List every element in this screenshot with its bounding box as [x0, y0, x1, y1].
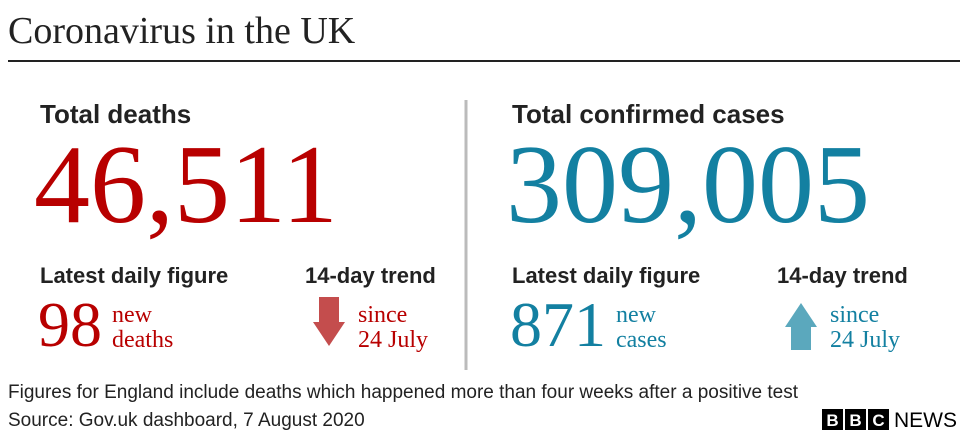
trend-label: 14-day trend: [777, 263, 908, 288]
bbc-logo: B B C NEWS: [822, 409, 957, 432]
logo-word: NEWS: [894, 409, 957, 432]
trend-text: 24 July: [830, 327, 900, 353]
daily-unit: cases: [616, 327, 667, 353]
trend-arrow: [785, 303, 817, 350]
panel-label: Total confirmed cases: [512, 99, 785, 129]
daily-unit: deaths: [112, 327, 173, 353]
trend-text: 24 July: [358, 327, 428, 353]
logo-box: [822, 409, 843, 430]
daily-unit: new: [112, 302, 153, 328]
trend-text: since: [358, 302, 407, 328]
panel-label: Total deaths: [40, 99, 191, 129]
footnote: Figures for England include deaths which…: [8, 382, 799, 403]
trend-arrow: [313, 297, 345, 346]
trend-label: 14-day trend: [305, 263, 436, 288]
daily-label: Latest daily figure: [512, 263, 700, 288]
logo-letter: B: [849, 411, 861, 430]
title: Coronavirus in the UK: [8, 10, 356, 52]
daily-label: Latest daily figure: [40, 263, 228, 288]
daily-value: 98: [38, 289, 102, 360]
trend-text: since: [830, 302, 879, 328]
total-value: 309,005: [506, 123, 870, 247]
total-value: 46,511: [34, 123, 338, 247]
daily-unit: new: [616, 302, 657, 328]
source: Source: Gov.uk dashboard, 7 August 2020: [8, 410, 365, 431]
daily-value: 871: [510, 289, 606, 360]
logo-letter: B: [826, 411, 838, 430]
logo-box: [845, 409, 866, 430]
logo-letter: C: [872, 411, 884, 430]
logo-box: [868, 409, 889, 430]
